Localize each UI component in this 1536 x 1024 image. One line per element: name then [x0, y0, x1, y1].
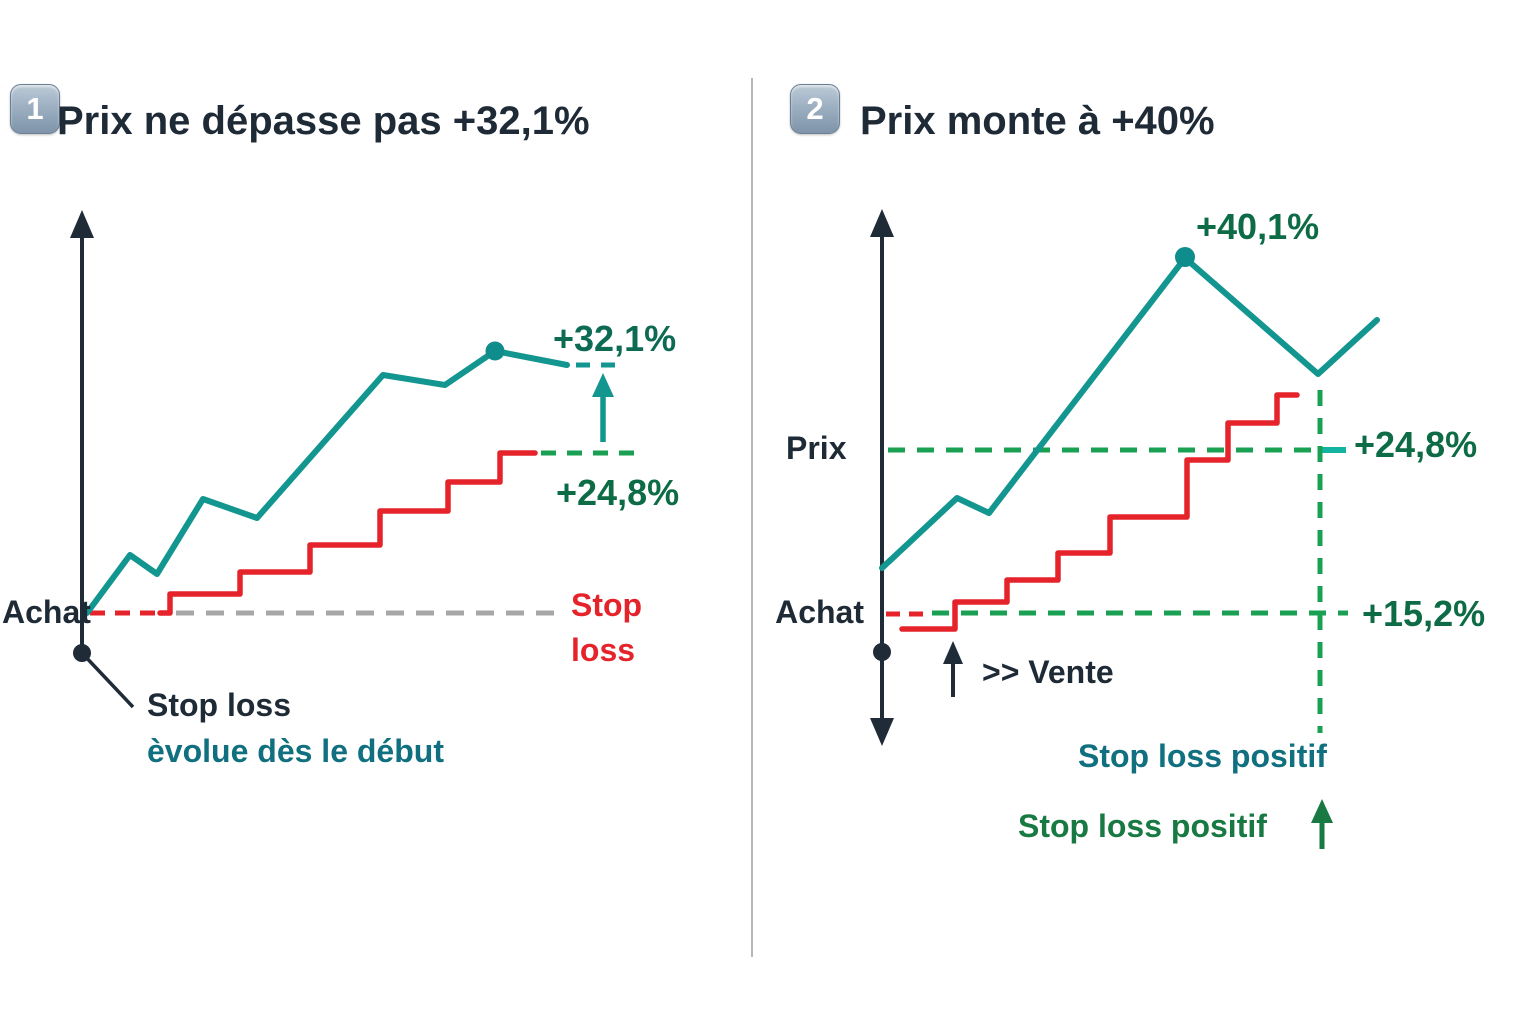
right-stop-loss-stair-line: [899, 392, 1300, 632]
right-axis-dot: [873, 643, 891, 661]
left-callout-line1: Stop loss: [147, 687, 292, 723]
panel-divider: [751, 78, 753, 957]
left-y-axis-arrowhead-icon: [70, 210, 94, 238]
right-prix-label: Prix: [786, 430, 847, 466]
panel2-title: Prix monte à +40%: [860, 99, 1215, 143]
right-stop-positif-green-label: Stop loss positif: [1018, 808, 1267, 844]
right-price-line: [879, 255, 1380, 571]
panel1-number-badge-icon: 1: [10, 84, 60, 134]
left-callout-line2: èvolue dès le début: [147, 733, 444, 769]
right-vente-label: >> Vente: [982, 654, 1114, 690]
left-price-peak-dot: [485, 341, 505, 361]
right-y-axis-down-arrowhead-icon: [870, 718, 894, 746]
vente-arrow-head-icon: [943, 641, 963, 664]
stop-positif-arrow-head-icon: [1311, 799, 1333, 823]
right-peak-pct-label: +40,1%: [1196, 206, 1320, 247]
left-price-line: [84, 348, 570, 616]
right-level-low-pct-label: +15,2%: [1362, 593, 1486, 634]
left-achat-label: Achat: [2, 594, 91, 630]
right-y-axis-up-arrowhead-icon: [870, 209, 894, 237]
right-achat-label: Achat: [775, 594, 864, 630]
left-stop-loss-stair-line: [157, 450, 538, 616]
right-price-peak-dot: [1175, 247, 1195, 267]
panel2-number-badge-icon: 2: [790, 84, 840, 134]
right-level-high-pct-label: +24,8%: [1354, 424, 1478, 465]
right-stop-positif-teal-label: Stop loss positif: [1078, 738, 1327, 774]
panel1-title: Prix ne dépasse pas +32,1%: [57, 99, 590, 143]
left-trail-pct-label: +24,8%: [556, 472, 680, 513]
left-callout-line: [80, 651, 135, 709]
left-stop-loss-label: Stop loss: [571, 587, 643, 669]
left-gap-arrow-head-icon: [592, 373, 614, 397]
left-peak-pct-label: +32,1%: [553, 318, 677, 359]
